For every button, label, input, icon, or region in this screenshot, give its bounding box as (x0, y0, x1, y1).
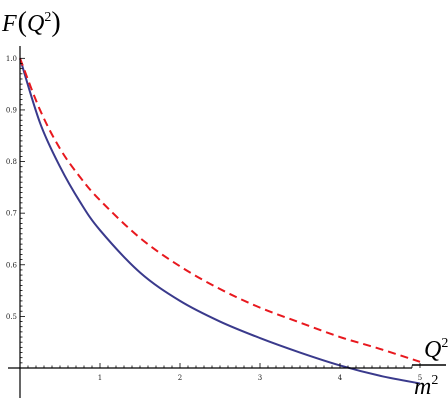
x-tick-label: 1 (98, 374, 102, 382)
y-tick-label: 0.7 (6, 210, 17, 218)
y-tick-label: 0.6 (6, 261, 18, 269)
y-axis-title-base: F (1, 11, 17, 37)
y-tick-label: 0.8 (6, 158, 17, 166)
y-axis-title-variable: Q (27, 11, 44, 37)
y-tick-label: 0.9 (6, 106, 17, 114)
x-ticks: 1 2 3 4 5 (27, 363, 422, 382)
x-axis-title-numerator-exponent: 2 (441, 336, 448, 351)
y-axis-title-close-paren: ) (51, 7, 60, 38)
x-axis-title-numerator: Q2 (424, 336, 448, 363)
y-axis-title-exponent: 2 (44, 10, 51, 25)
x-tick-label: 3 (258, 374, 262, 382)
x-axis-title-denominator-variable: m (414, 374, 431, 400)
dashed-series-line (19, 57, 421, 363)
y-axis-title: F(Q2) (1, 7, 61, 38)
x-axis-title-denominator: m2 (414, 373, 438, 400)
x-tick-label: 2 (178, 374, 182, 382)
x-tick-label: 5 (418, 374, 422, 382)
series-layer (19, 57, 421, 385)
y-tick-label: 1.0 (6, 55, 17, 63)
y-tick-label: 0.5 (6, 313, 17, 321)
y-ticks: 0.5 0.6 0.7 0.8 0.9 1.0 (6, 55, 25, 364)
x-tick-label: 4 (338, 374, 343, 382)
y-axis-title-open-paren: ( (18, 7, 27, 38)
solid-series-line (19, 58, 421, 385)
x-axis-title-numerator-variable: Q (424, 337, 441, 363)
x-axis-title-denominator-exponent: 2 (431, 373, 438, 388)
